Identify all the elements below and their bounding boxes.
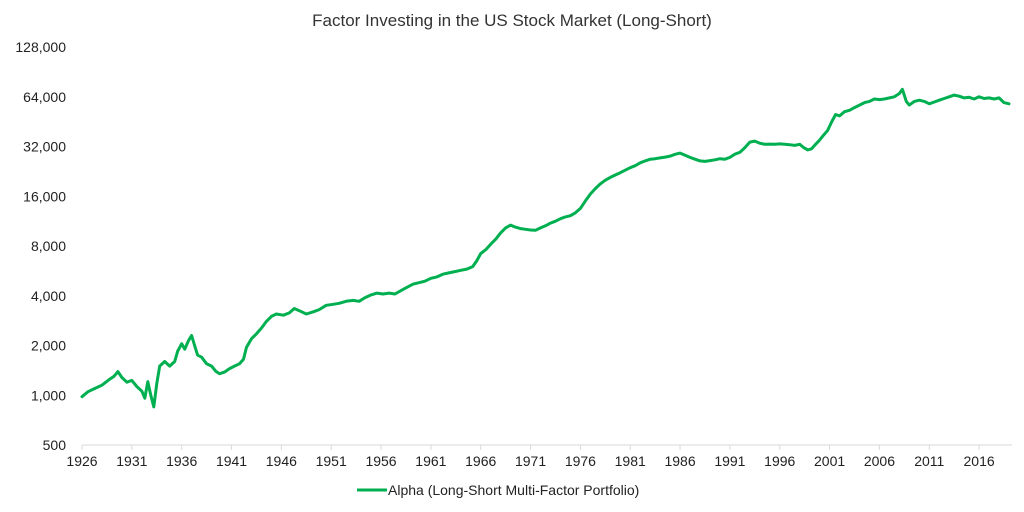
x-tick-label: 1936 (166, 453, 197, 469)
x-tick-label: 1961 (415, 453, 446, 469)
x-tick-label: 1951 (316, 453, 347, 469)
x-tick-label: 1981 (615, 453, 646, 469)
x-tick-label: 1971 (515, 453, 546, 469)
x-tick-label: 1991 (714, 453, 745, 469)
y-tick-label: 1,000 (31, 387, 66, 403)
x-tick-label: 1976 (565, 453, 596, 469)
y-tick-label: 32,000 (23, 139, 66, 155)
y-tick-label: 500 (43, 437, 67, 453)
x-tick-label: 2011 (914, 453, 944, 469)
x-tick-label: 2006 (864, 453, 895, 469)
y-tick-label: 64,000 (23, 89, 66, 105)
y-tick-label: 2,000 (31, 338, 66, 354)
y-tick-label: 16,000 (23, 188, 66, 204)
x-tick-label: 1986 (664, 453, 695, 469)
x-tick-label: 1931 (116, 453, 147, 469)
y-axis-ticks: 500 1,000 2,000 4,000 8,000 16,000 32,000 64,00… (15, 39, 66, 453)
x-axis-ticks: 1926 1931 1936 1941 1946 1951 1956 1961 1966 1971… (66, 445, 995, 469)
x-tick-label: 2016 (964, 453, 995, 469)
x-tick-label: 1946 (266, 453, 297, 469)
x-tick-label: 1966 (465, 453, 496, 469)
y-tick-label: 8,000 (31, 238, 66, 254)
legend-label: Alpha (Long-Short Multi-Factor Portfolio… (388, 482, 639, 498)
y-tick-label: 128,000 (15, 39, 66, 55)
x-tick-label: 1941 (216, 453, 247, 469)
chart-title: Factor Investing in the US Stock Market … (312, 11, 712, 30)
x-tick-label: 1956 (365, 453, 396, 469)
y-tick-label: 4,000 (31, 288, 66, 304)
x-tick-label: 2001 (814, 453, 845, 469)
series-layer (80, 87, 1011, 409)
series-line-alpha (80, 87, 1011, 409)
legend: Alpha (Long-Short Multi-Factor Portfolio… (357, 482, 639, 498)
x-tick-label: 1996 (764, 453, 795, 469)
x-tick-label: 1926 (66, 453, 97, 469)
